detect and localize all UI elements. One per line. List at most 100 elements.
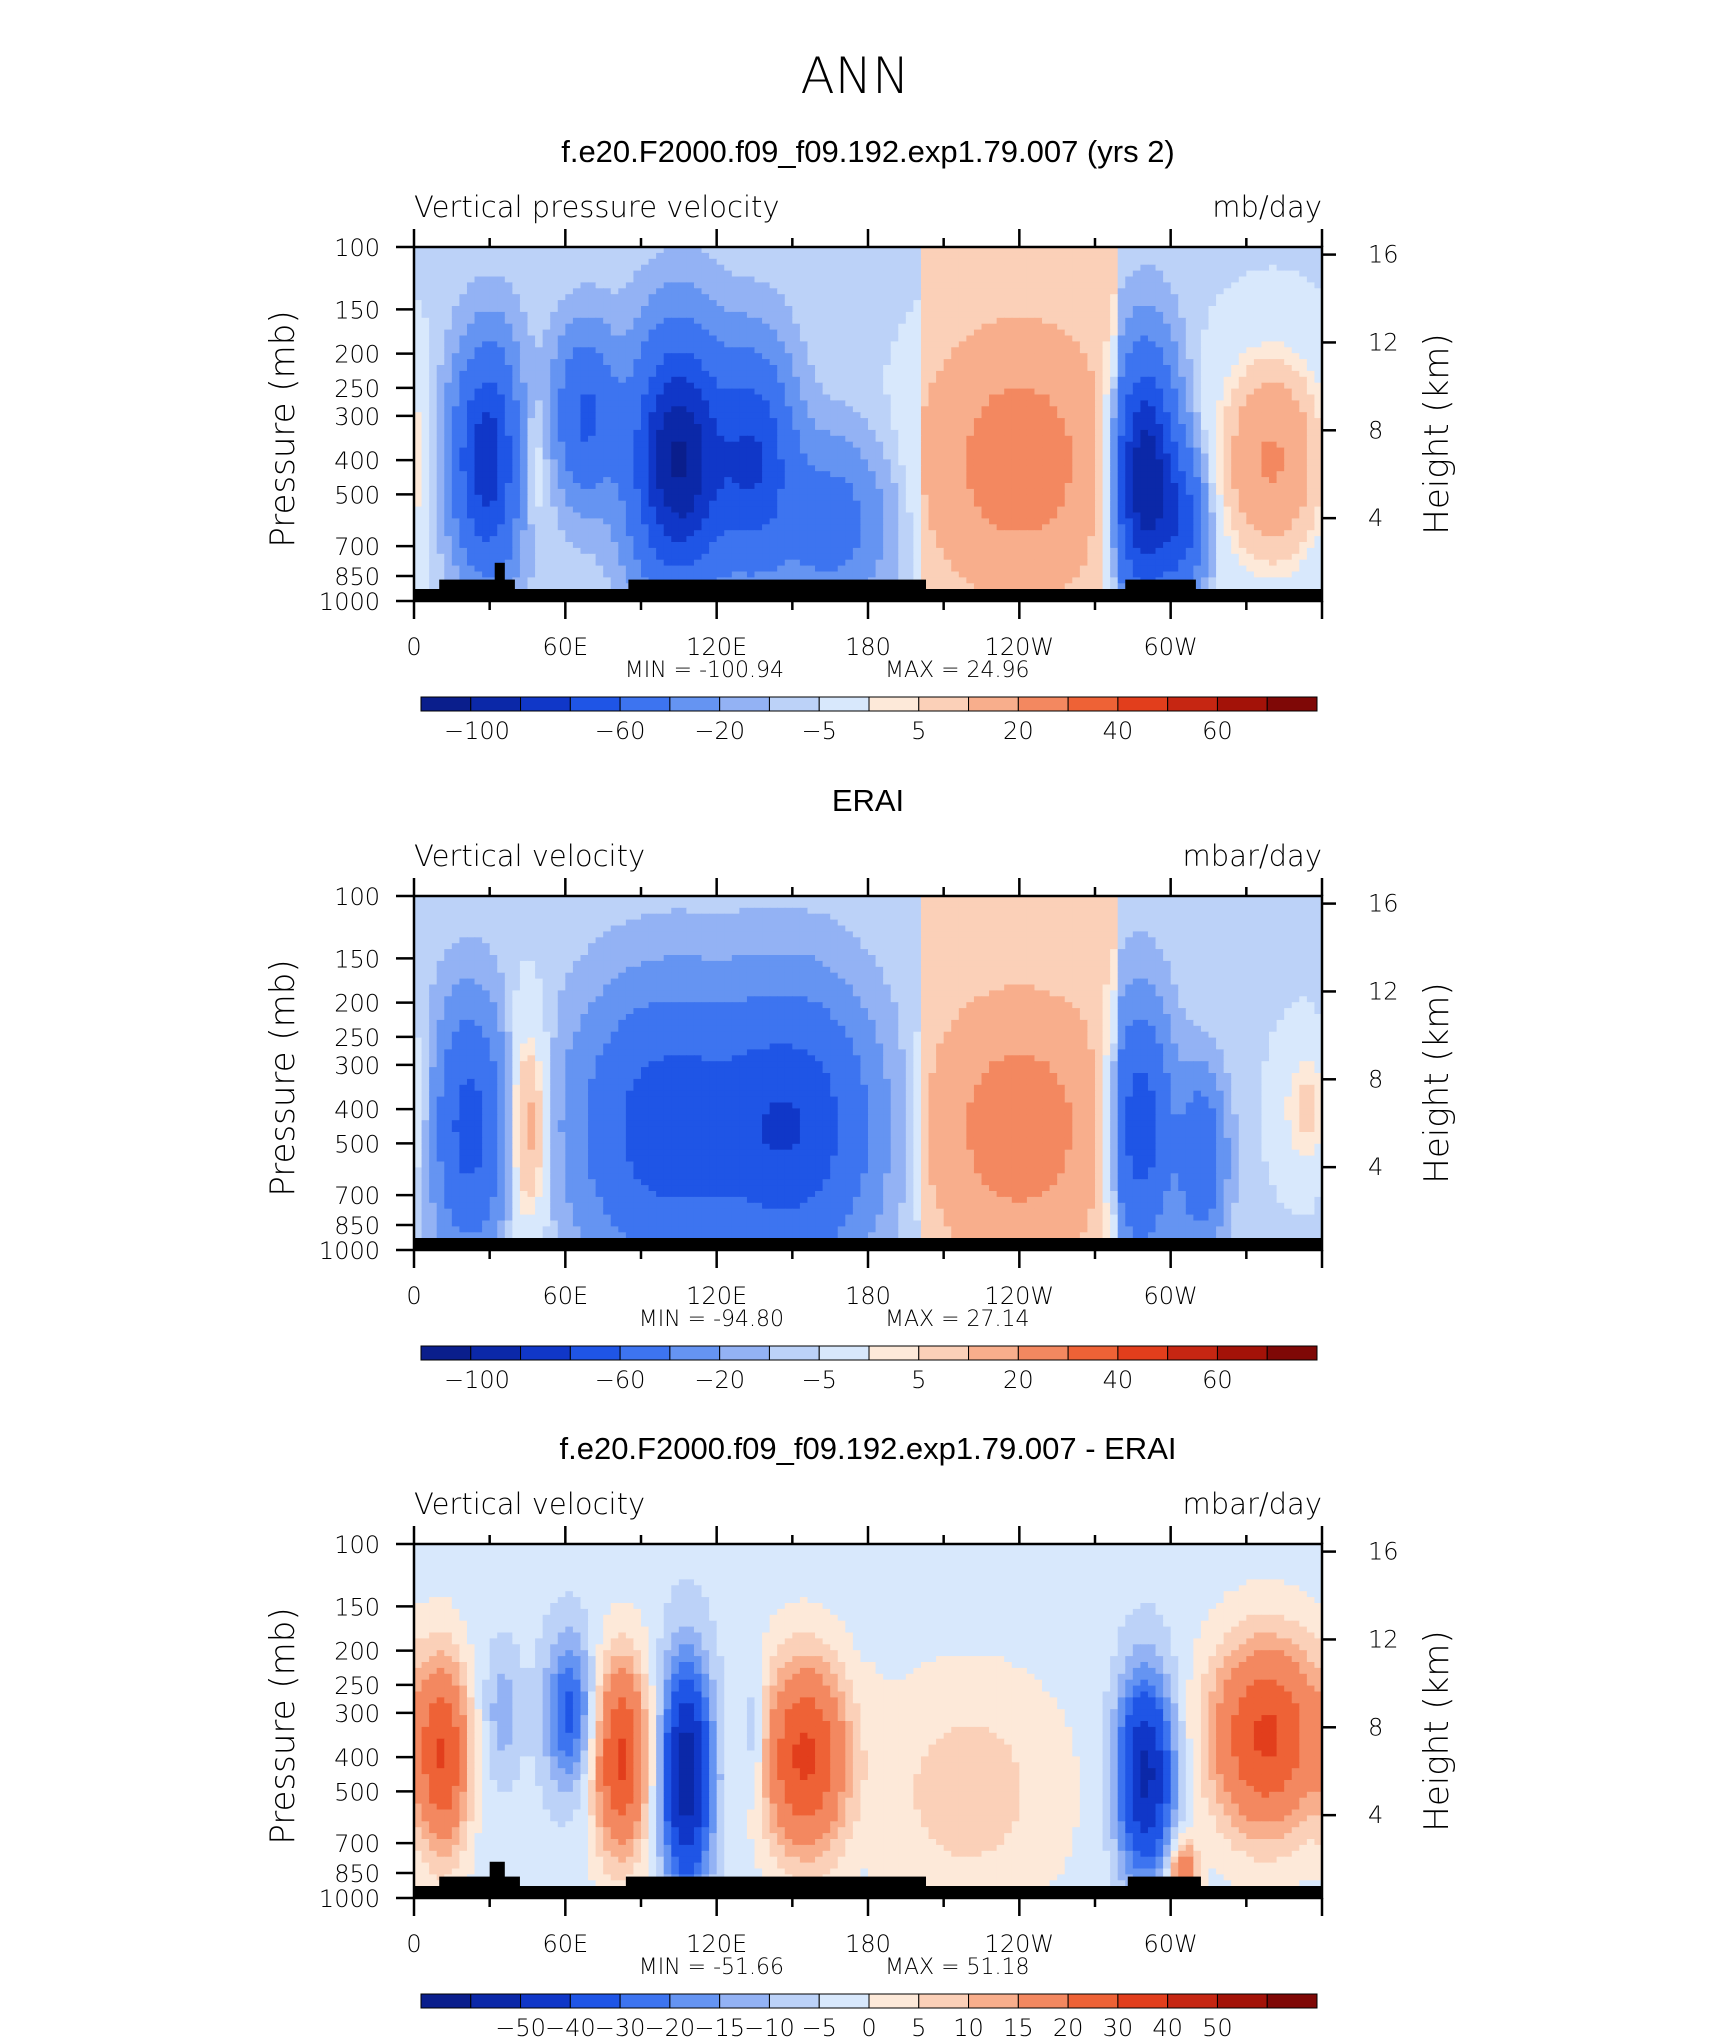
field-cell	[958, 329, 967, 337]
field-cell	[701, 359, 710, 366]
field-cell	[1276, 247, 1285, 254]
field-cell	[489, 276, 498, 283]
field-cell	[1034, 471, 1043, 478]
field-cell	[1147, 418, 1157, 425]
field-cell	[799, 294, 809, 301]
field-cell	[414, 376, 423, 384]
field-cell	[1178, 441, 1187, 449]
field-cell	[822, 376, 831, 384]
field-cell	[489, 311, 498, 319]
field-cell	[928, 247, 937, 254]
field-cell	[663, 412, 672, 419]
field-cell	[822, 418, 831, 425]
field-cell	[678, 459, 687, 466]
field-cell	[1117, 441, 1126, 449]
field-cell	[678, 306, 687, 313]
field-cell	[890, 329, 899, 337]
field-cell	[663, 359, 672, 366]
field-cell	[1079, 376, 1089, 384]
field-cell	[656, 294, 665, 301]
field-cell	[973, 424, 983, 431]
field-cell	[466, 323, 476, 331]
field-cell	[966, 294, 975, 301]
field-cell	[845, 311, 854, 319]
field-cell	[1269, 311, 1278, 319]
field-cell	[444, 341, 453, 348]
field-cell	[936, 412, 945, 419]
field-cell	[799, 441, 809, 449]
field-cell	[678, 453, 687, 460]
field-cell	[951, 276, 960, 283]
field-cell	[466, 441, 476, 449]
field-cell	[920, 300, 930, 307]
field-cell	[701, 335, 710, 342]
field-cell	[678, 353, 687, 360]
field-cell	[466, 477, 476, 484]
field-cell	[1253, 418, 1263, 425]
field-cell	[1261, 429, 1270, 437]
field-cell	[913, 459, 922, 466]
field-cell	[633, 347, 642, 354]
field-cell	[1117, 329, 1126, 337]
field-cell	[1095, 370, 1104, 378]
field-cell	[572, 418, 582, 425]
field-cell	[1178, 311, 1187, 319]
field-cell	[868, 306, 877, 313]
field-cell	[1178, 376, 1187, 384]
field-cell	[466, 447, 476, 455]
field-cell	[595, 270, 604, 278]
field-cell	[1034, 282, 1043, 289]
field-cell	[724, 264, 733, 272]
field-cell	[1200, 347, 1210, 354]
field-cell	[709, 311, 718, 319]
field-cell	[784, 341, 793, 348]
field-cell	[641, 335, 650, 342]
field-cell	[489, 418, 498, 425]
field-cell	[1170, 388, 1179, 396]
field-cell	[618, 258, 627, 266]
field-cell	[807, 359, 816, 366]
field-cell	[1291, 300, 1300, 307]
field-cell	[943, 359, 952, 366]
field-cell	[414, 441, 423, 449]
field-cell	[1238, 247, 1247, 254]
field-cell	[436, 359, 445, 366]
field-cell	[1261, 435, 1270, 443]
field-cell	[686, 376, 695, 384]
field-cell	[550, 406, 559, 413]
field-cell	[1004, 376, 1013, 384]
field-cell	[1140, 288, 1149, 295]
field-cell	[1284, 365, 1293, 372]
field-cell	[807, 412, 816, 419]
field-cell	[746, 477, 756, 484]
field-cell	[1155, 453, 1164, 460]
field-cell	[436, 382, 445, 390]
field-cell	[466, 282, 476, 289]
field-cell	[633, 406, 642, 413]
field-cell	[1200, 264, 1210, 272]
field-cell	[822, 435, 831, 443]
field-cell	[686, 483, 695, 490]
field-cell	[1132, 264, 1141, 272]
field-cell	[784, 488, 793, 496]
field-cell	[807, 335, 816, 342]
field-cell	[958, 483, 967, 490]
field-cell	[860, 282, 869, 289]
field-cell	[1208, 341, 1217, 348]
field-cell	[482, 329, 491, 337]
field-cell	[1004, 453, 1013, 460]
field-cell	[519, 435, 529, 443]
field-cell	[754, 488, 763, 496]
field-cell	[951, 471, 960, 478]
field-cell	[996, 406, 1005, 413]
field-cell	[678, 359, 687, 366]
field-cell	[1208, 418, 1217, 425]
field-cell	[1291, 317, 1300, 325]
field-cell	[451, 306, 460, 313]
field-cell	[633, 300, 642, 307]
field-cell	[656, 288, 665, 295]
field-cell	[1246, 258, 1255, 266]
field-cell	[641, 370, 650, 378]
field-cell	[610, 382, 619, 390]
field-cell	[557, 288, 566, 295]
